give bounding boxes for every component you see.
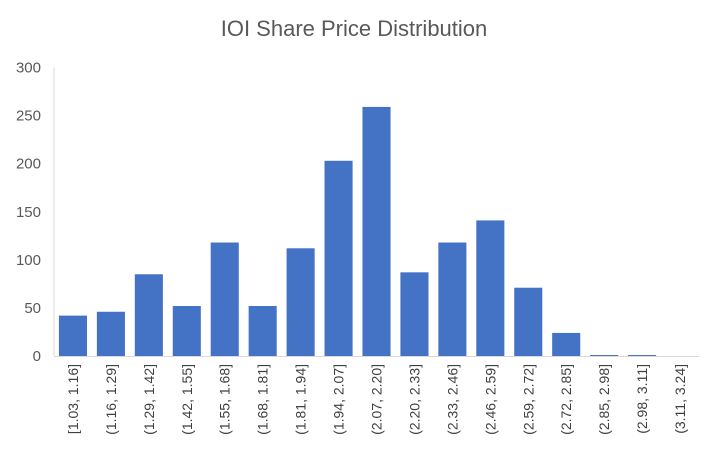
bar xyxy=(58,315,88,356)
bar xyxy=(96,311,125,356)
y-tick-label: 100 xyxy=(16,252,41,269)
x-tick-label: (2.85, 2.98] xyxy=(596,364,612,435)
bar xyxy=(400,272,429,356)
x-tick-label: (2.33, 2.46] xyxy=(444,364,460,435)
chart-title: IOI Share Price Distribution xyxy=(220,16,488,41)
bar xyxy=(438,242,467,356)
bar xyxy=(172,305,201,356)
x-tick-label: [1.03, 1.16] xyxy=(65,364,81,434)
x-tick-label: (2.72, 2.85] xyxy=(558,364,574,435)
y-tick-label: 300 xyxy=(16,60,41,77)
x-tick-label: (2.07, 2.20] xyxy=(369,364,385,435)
y-tick-label: 150 xyxy=(16,204,41,221)
bar xyxy=(590,355,619,356)
bar xyxy=(476,220,505,356)
bar xyxy=(514,287,543,356)
bar xyxy=(248,305,277,356)
x-tick-label: (1.29, 1.42] xyxy=(141,364,157,435)
x-tick-label: (1.68, 1.81] xyxy=(255,364,271,435)
y-tick-label: 200 xyxy=(16,156,41,173)
y-tick-label: 250 xyxy=(16,108,41,125)
x-tick-label: (3.11, 3.24] xyxy=(672,364,688,434)
x-tick-label: (2.98, 3.11] xyxy=(634,364,650,434)
x-tick-label: (1.81, 1.94] xyxy=(293,364,309,435)
x-tick-label: (2.46, 2.59] xyxy=(482,364,498,435)
y-tick-label: 50 xyxy=(24,300,41,317)
bar xyxy=(324,160,353,356)
bar xyxy=(628,355,657,356)
y-tick-label: 0 xyxy=(33,348,41,365)
x-tick-label: (1.55, 1.68] xyxy=(217,364,233,435)
x-tick-label: (1.94, 2.07] xyxy=(331,364,347,435)
x-tick-label: (1.42, 1.55] xyxy=(179,364,195,435)
x-tick-label: (2.59, 2.72] xyxy=(520,364,536,435)
bar xyxy=(362,106,391,356)
x-tick-label: (1.16, 1.29] xyxy=(103,364,119,435)
bar xyxy=(134,274,163,356)
bar xyxy=(286,248,315,356)
bar xyxy=(552,332,581,356)
bar xyxy=(210,242,239,356)
x-tick-label: (2.20, 2.33] xyxy=(406,364,422,435)
